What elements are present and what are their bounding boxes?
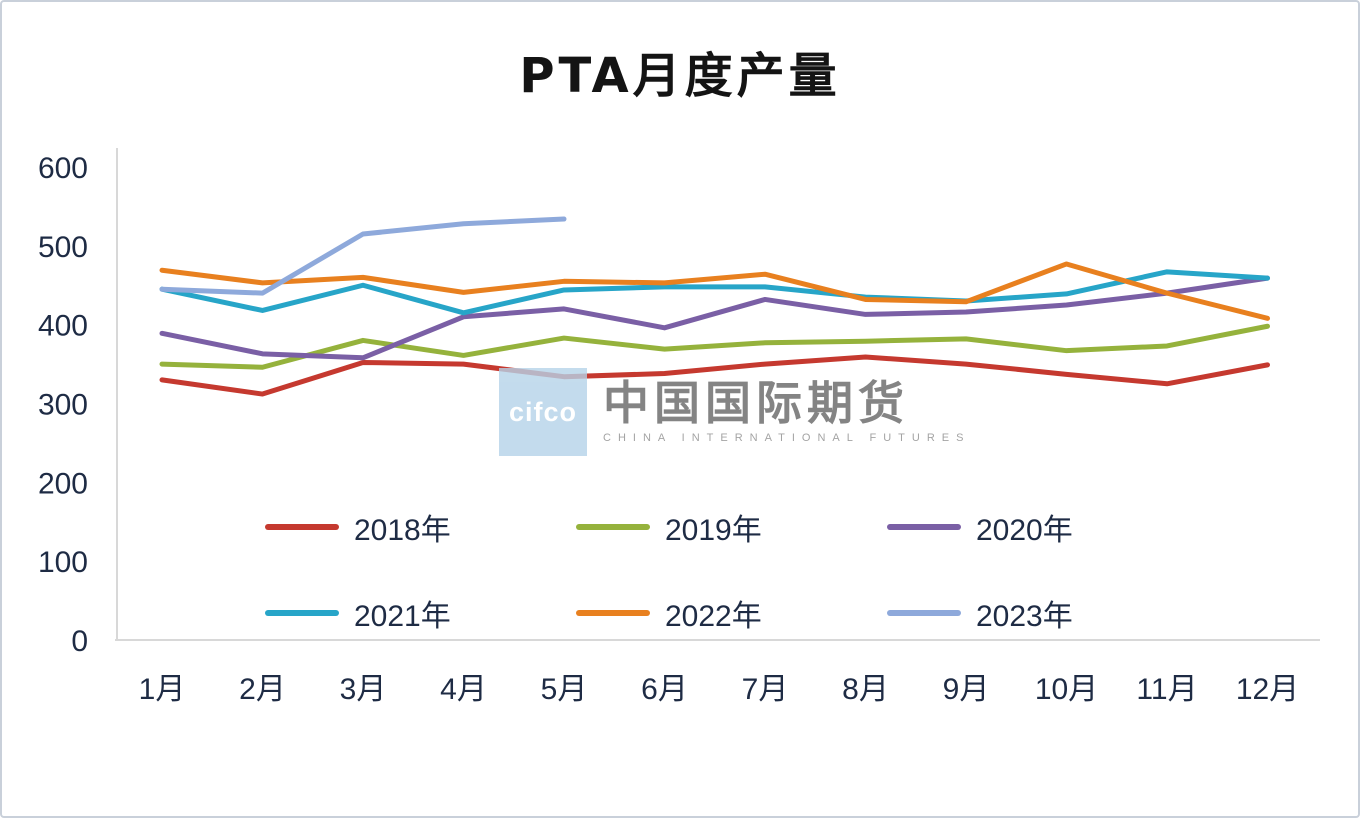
y-tick-label: 300: [38, 389, 88, 422]
x-tick-label: 9月: [943, 673, 990, 706]
watermark-subtext: CHINA INTERNATIONAL FUTURES: [603, 432, 971, 444]
x-tick-label: 2月: [239, 673, 286, 706]
y-tick-label: 500: [38, 231, 88, 264]
x-tick-label: 8月: [842, 673, 889, 706]
x-tick-label: 7月: [742, 673, 789, 706]
series-line-2022年: [159, 261, 1270, 321]
y-tick-label: 200: [38, 467, 88, 500]
series-line-2019年: [159, 323, 1270, 370]
chart-title: PTA月度产量: [519, 48, 841, 104]
y-tick-label: 0: [71, 625, 88, 658]
y-tick-label: 400: [38, 310, 88, 343]
x-tick-label: 1月: [139, 673, 186, 706]
series-line-2023年: [159, 216, 567, 296]
x-tick-label: 12月: [1236, 673, 1299, 706]
x-tick-label: 5月: [541, 673, 588, 706]
x-tick-label: 6月: [641, 673, 688, 706]
y-tick-label: 100: [38, 546, 88, 579]
x-tick-label: 10月: [1035, 673, 1098, 706]
x-tick-label: 4月: [440, 673, 487, 706]
watermark-textblock: 中国国际期货 CHINA INTERNATIONAL FUTURES: [603, 368, 970, 444]
series-line-2020年: [159, 275, 1270, 361]
series-line-2018年: [159, 354, 1270, 397]
cifco-logo-text: cifco: [508, 396, 578, 427]
series-line-2021年: [159, 269, 1270, 316]
watermark-text: 中国国际期货: [603, 377, 909, 429]
watermark: cifco 中国国际期货 CHINA INTERNATIONAL FUTURES: [499, 368, 970, 456]
x-tick-label: 3月: [340, 673, 387, 706]
cifco-logo: cifco: [499, 368, 587, 456]
x-tick-label: 11月: [1136, 673, 1197, 706]
y-tick-label: 600: [38, 152, 88, 185]
